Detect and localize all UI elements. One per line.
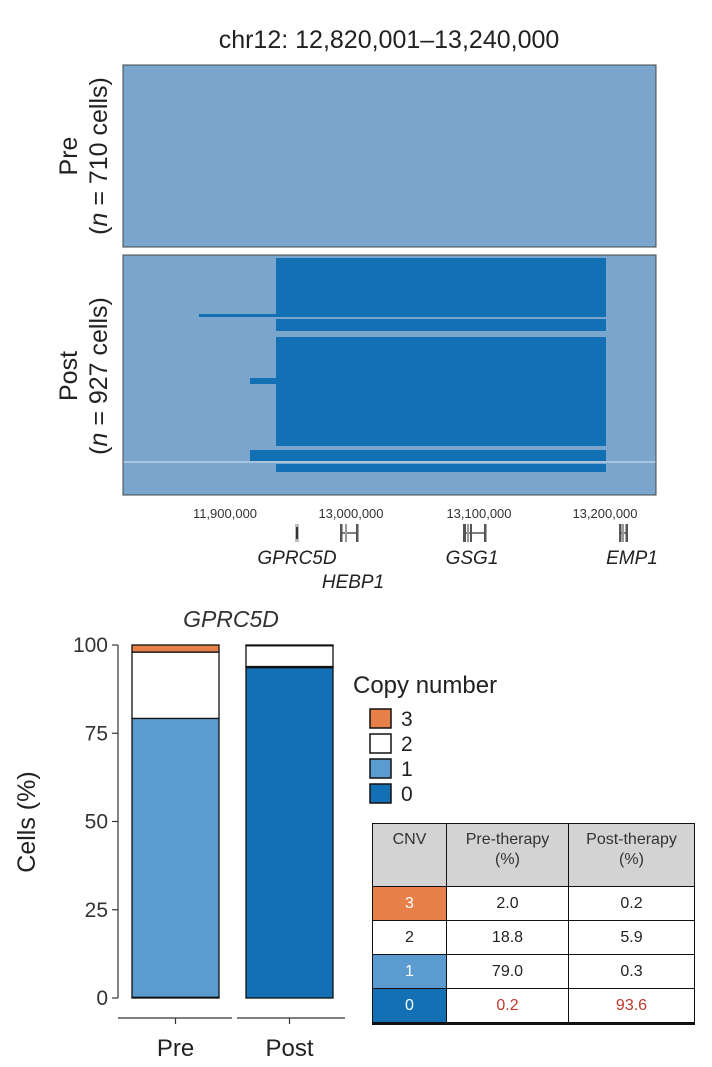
post-deletion-block-main bbox=[276, 337, 606, 446]
table-header-row: CNV Pre-therapy (%) Post-therapy (%) bbox=[372, 823, 695, 887]
table-cell-cnv: 2 bbox=[372, 920, 447, 955]
x-tick-label-pre: Pre bbox=[157, 1035, 194, 1062]
genomic-tick-label: 11,900,000 bbox=[193, 506, 257, 521]
table-row: 1 79.0 0.3 bbox=[372, 954, 695, 989]
post-row-label-count: = 927 cells) bbox=[85, 297, 113, 433]
pre-row-label-line1-group: Pre bbox=[55, 137, 83, 176]
gene-label-gsg1: GSG1 bbox=[446, 548, 499, 569]
bar-segment-post-cn2 bbox=[245, 645, 334, 668]
table-row: 2 18.8 5.9 bbox=[372, 920, 695, 955]
post-row-label-line2: (n = 927 cells) bbox=[85, 297, 113, 455]
pre-heatmap-panel bbox=[122, 64, 657, 248]
legend-label-1: 1 bbox=[401, 758, 413, 781]
table-header-cnv: CNV bbox=[372, 823, 447, 887]
post-deletion-block-thin bbox=[276, 319, 606, 331]
legend-label-0: 0 bbox=[401, 783, 413, 806]
legend-swatch-1 bbox=[369, 758, 392, 779]
genomic-tick-label: 13,200,000 bbox=[572, 506, 637, 521]
x-axis: Pre Post bbox=[118, 1017, 345, 1062]
table-cell-pre: 79.0 bbox=[446, 954, 569, 989]
table-cell-pre: 0.2 bbox=[446, 988, 569, 1025]
legend-swatch-0 bbox=[369, 783, 392, 804]
y-tick-label: 25 bbox=[85, 899, 108, 922]
y-axis: 0 25 50 75 100 bbox=[73, 634, 119, 1010]
post-deletion-block-lower bbox=[250, 450, 606, 461]
genomic-tick-label: 13,100,000 bbox=[446, 506, 511, 521]
table-cell-pre: 18.8 bbox=[446, 920, 569, 955]
stacked-bars bbox=[131, 644, 334, 999]
table-cell-cnv: 0 bbox=[372, 988, 447, 1025]
pre-row-label-line2: (n = 710 cells) bbox=[85, 77, 113, 235]
gene-tracks bbox=[295, 524, 628, 542]
cnv-table: CNV Pre-therapy (%) Post-therapy (%) 3 2.… bbox=[372, 823, 695, 1025]
post-panel-border bbox=[122, 254, 657, 496]
y-axis-label: Cells (%) bbox=[13, 771, 41, 872]
bar-segment-pre-cn1 bbox=[131, 717, 220, 998]
table-cell-cnv: 3 bbox=[372, 886, 447, 921]
pre-row-label-line1: Pre bbox=[55, 137, 83, 176]
x-tick-label-post: Post bbox=[265, 1035, 313, 1062]
y-tick-label: 100 bbox=[73, 634, 108, 657]
post-light-line bbox=[123, 461, 656, 463]
table-cell-cnv: 1 bbox=[372, 954, 447, 989]
post-deletion-extension bbox=[250, 378, 276, 384]
table-header-pre: Pre-therapy (%) bbox=[446, 823, 569, 887]
table-cell-post: 0.3 bbox=[568, 954, 695, 989]
pre-row-label-count: = 710 cells) bbox=[85, 77, 113, 213]
table-cell-pre: 2.0 bbox=[446, 886, 569, 921]
legend-swatch-3 bbox=[369, 708, 392, 729]
table-row: 0 0.2 93.6 bbox=[372, 988, 695, 1025]
y-tick-label: 50 bbox=[85, 811, 108, 834]
bar-segment-post-cn0 bbox=[245, 666, 334, 999]
post-row-label-n: n bbox=[85, 433, 113, 447]
legend-label-2: 2 bbox=[401, 733, 413, 756]
gene-glyph-hebp1 bbox=[340, 524, 359, 542]
gene-glyph-gprc5d bbox=[295, 524, 299, 542]
gene-label-emp1: EMP1 bbox=[606, 548, 658, 569]
table-cell-post: 0.2 bbox=[568, 886, 695, 921]
post-deletion-line-1 bbox=[199, 314, 606, 317]
table-cell-post: 5.9 bbox=[568, 920, 695, 955]
pre-row-label-n: n bbox=[85, 213, 113, 227]
gene-label-hebp1: HEBP1 bbox=[322, 572, 384, 593]
gene-glyph-emp1 bbox=[619, 524, 628, 542]
gene-label-gprc5d: GPRC5D bbox=[257, 548, 336, 569]
post-row-label-line2-group: (n = 927 cells) bbox=[85, 297, 113, 455]
genomic-axis: 11,900,000 13,000,000 13,100,000 13,200,… bbox=[193, 506, 638, 521]
legend-title: Copy number bbox=[353, 672, 497, 699]
post-heatmap-panel bbox=[122, 254, 657, 496]
y-axis-label-group: Cells (%) bbox=[13, 771, 41, 872]
bar-chart-title: GPRC5D bbox=[183, 606, 279, 632]
table-body: 3 2.0 0.2 2 18.8 5.9 1 79.0 0.3 0 0.2 93.6 bbox=[372, 886, 695, 1025]
legend-swatch-2 bbox=[369, 733, 392, 754]
table-cell-post: 93.6 bbox=[568, 988, 695, 1025]
genomic-tick-label: 13,000,000 bbox=[318, 506, 383, 521]
bar-segment-pre-cn2 bbox=[131, 651, 220, 720]
pre-row-label-line2-group: (n = 710 cells) bbox=[85, 77, 113, 235]
table-row: 3 2.0 0.2 bbox=[372, 886, 695, 921]
post-row-label-line1: Post bbox=[55, 351, 83, 401]
post-deletion-block-bottom bbox=[276, 464, 606, 472]
y-tick-label: 0 bbox=[96, 987, 108, 1010]
y-tick-label: 75 bbox=[85, 722, 108, 745]
legend-label-3: 3 bbox=[401, 708, 413, 731]
post-row-label-line1-group: Post bbox=[55, 351, 83, 401]
post-row-label-paren: ( bbox=[85, 446, 113, 455]
pre-row-label-paren: ( bbox=[85, 226, 113, 235]
post-deletion-block-upper bbox=[276, 258, 606, 314]
heatmap-title: chr12: 12,820,001–13,240,000 bbox=[219, 26, 560, 54]
bar-segment-post-cn3 bbox=[245, 644, 334, 647]
bar-segment-pre-cn3 bbox=[131, 644, 220, 653]
table-header-post: Post-therapy (%) bbox=[568, 823, 695, 887]
gene-glyph-gsg1 bbox=[463, 524, 487, 542]
